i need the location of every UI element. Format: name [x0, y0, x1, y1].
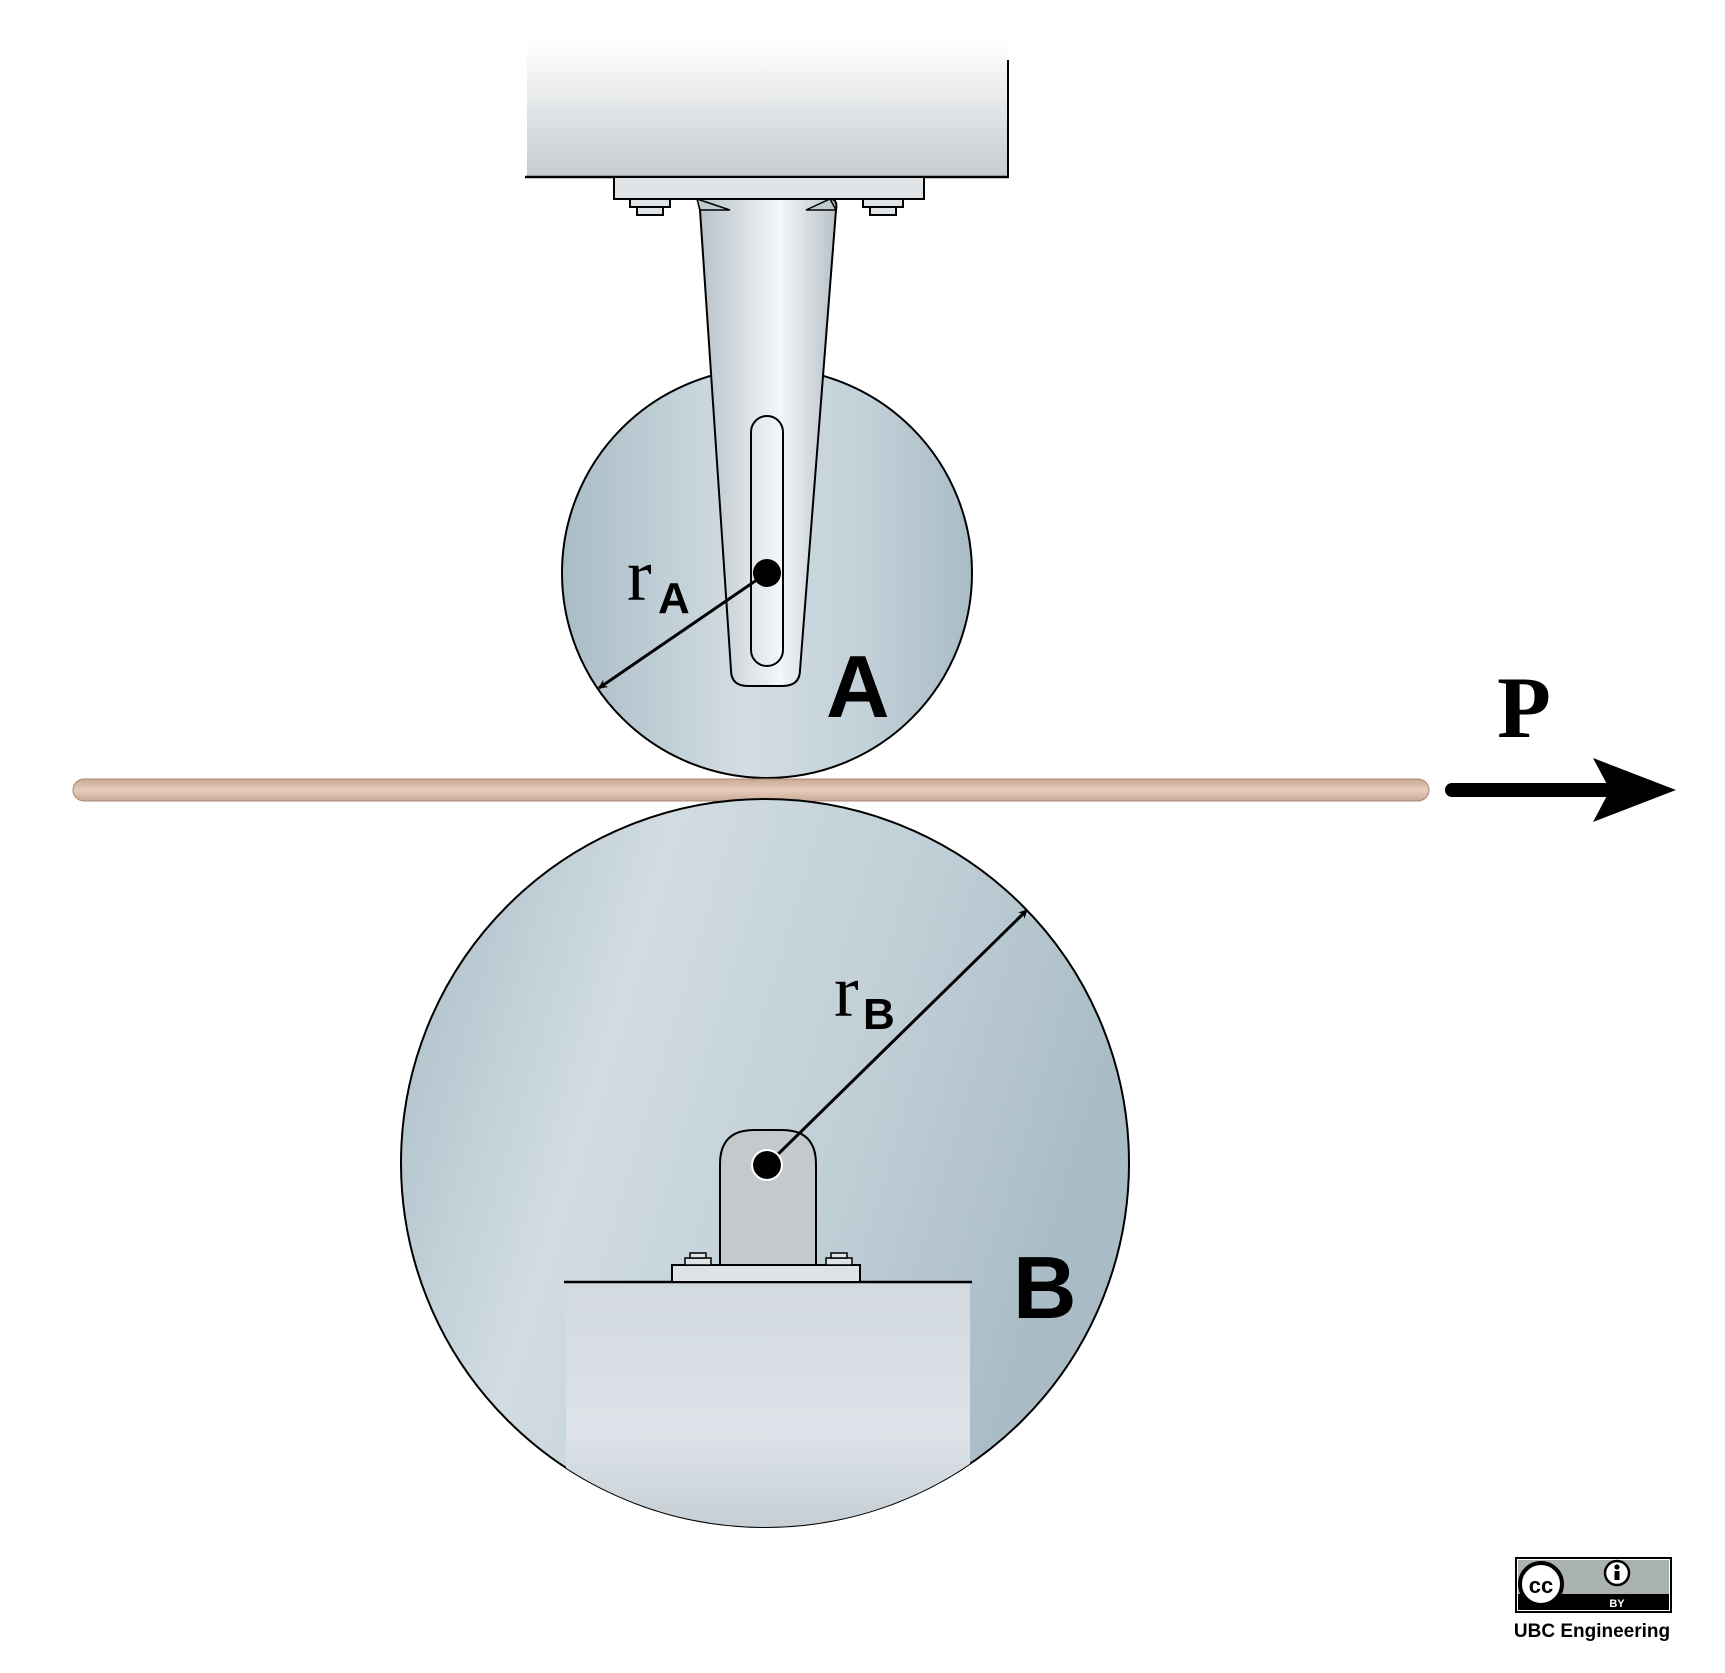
bolt-b-left — [684, 1257, 712, 1266]
force-arrow — [1445, 758, 1676, 822]
svg-text:BY: BY — [1609, 1598, 1625, 1610]
force-label: P — [1497, 660, 1551, 757]
radius-a-subscript: A — [658, 574, 690, 623]
roller-a-center — [753, 559, 781, 587]
radius-b-subscript: B — [863, 990, 895, 1039]
radius-a-arrow — [598, 571, 768, 690]
roller-b-bracket — [719, 1129, 817, 1266]
roller-b-support — [566, 1282, 970, 1527]
roller-b-center — [753, 1151, 781, 1179]
roller-a-label: A — [826, 637, 890, 736]
roller-a-arm — [695, 197, 838, 687]
radius-b-label: r — [834, 951, 859, 1033]
credit-text: UBC Engineering — [1514, 1621, 1670, 1642]
roller-b-label: B — [1013, 1238, 1077, 1337]
svg-text:cc: cc — [1529, 1573, 1553, 1598]
arm-slot — [750, 415, 784, 667]
radius-b-arrow — [765, 908, 1029, 1167]
cc-by-license-badge: cc BY — [1515, 1557, 1672, 1613]
bolt-right — [862, 198, 904, 208]
cc-icon — [1518, 1561, 1564, 1607]
ceiling-mount — [525, 40, 1009, 216]
strip — [72, 778, 1430, 802]
radius-a-label: r — [627, 535, 652, 617]
bolt-b-right — [825, 1257, 853, 1266]
bolt-left — [629, 198, 671, 208]
